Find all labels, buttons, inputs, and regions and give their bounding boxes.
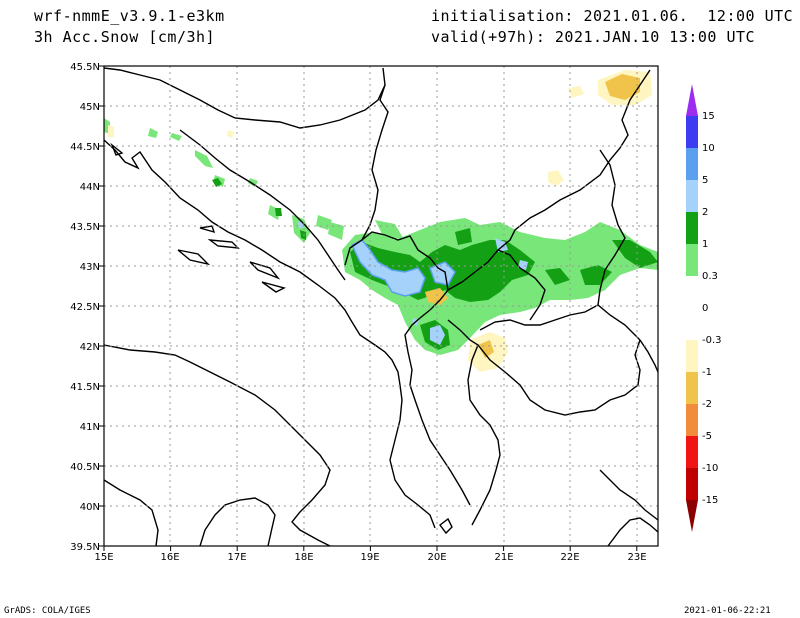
map-area: [99, 65, 659, 551]
border-greece-north: [599, 469, 659, 521]
coast-corfu: [439, 517, 453, 535]
latitude-labels: 45.5N 45N 44.5N 44N 43.5N 43N 42.5N 42N …: [70, 62, 100, 553]
border-serbia-montenegro: [361, 231, 449, 311]
longitude-labels: 15E 16E 17E 18E 19E 20E 21E 22E 23E: [94, 552, 646, 563]
lon-label: 18E: [294, 552, 313, 563]
lat-label: 39.5N: [70, 542, 100, 553]
title-initialisation: initialisation: 2021.01.06. 12:00 UTC: [431, 7, 794, 25]
lat-label: 41.5N: [70, 382, 100, 393]
lat-label: 41N: [80, 422, 100, 433]
legend-color-box: [686, 340, 698, 372]
legend-color-box: [686, 404, 698, 436]
legend-color-box: [686, 372, 698, 404]
border-kosovo: [447, 249, 546, 321]
axis-ticks: [99, 65, 638, 551]
border-albania-east: [447, 319, 501, 526]
legend-label: 0.3: [702, 271, 718, 282]
snow-area-light-blue: [298, 222, 528, 345]
grid-lines: [104, 66, 658, 546]
legend-color-box: [686, 84, 698, 116]
legend-color-box: [686, 212, 698, 244]
legend-color-box: [686, 148, 698, 180]
lat-label: 40N: [80, 502, 100, 513]
legend-label: -15: [702, 495, 718, 506]
lon-label: 22E: [560, 552, 579, 563]
border-macedonia: [479, 304, 641, 341]
legend-label: -2: [702, 399, 712, 410]
coastlines-borders: [103, 67, 659, 547]
legend-color-box: [686, 276, 698, 308]
legend-color-box: [686, 500, 698, 532]
lat-label: 44N: [80, 182, 100, 193]
border-croatia-bosnia: [103, 67, 386, 129]
footer-timestamp: 2021-01-06-22:21: [684, 606, 771, 616]
lat-label: 45.5N: [70, 62, 100, 73]
lat-label: 43N: [80, 262, 100, 273]
lat-label: 44.5N: [70, 142, 100, 153]
italy-coastline: [103, 344, 331, 547]
lat-label: 43.5N: [70, 222, 100, 233]
legend-label: -0.3: [702, 335, 722, 346]
lon-label: 15E: [94, 552, 113, 563]
border-macedonia-greece: [477, 339, 641, 416]
border-bosnia-south: [179, 129, 346, 281]
legend-color-box: [686, 244, 698, 276]
lat-label: 45N: [80, 102, 100, 113]
color-bar-legend: 15 10 5 2 1 0.3 0 -0.3 -1 -2 -5 -10 -15: [686, 84, 722, 532]
italy-heel-coastline: [103, 479, 159, 547]
lon-label: 19E: [360, 552, 379, 563]
legend-label: -10: [702, 463, 718, 474]
lon-label: 17E: [227, 552, 246, 563]
legend-labels: 15 10 5 2 1 0.3 0 -0.3 -1 -2 -5 -10 -15: [702, 111, 722, 506]
border-serbia-bulgaria: [597, 149, 626, 306]
lon-label: 21E: [494, 552, 513, 563]
legend-label: 5: [702, 175, 708, 186]
lat-label: 40.5N: [70, 462, 100, 473]
legend-color-boxes: [686, 84, 698, 532]
legend-label: 2: [702, 207, 708, 218]
title-valid-time: valid(+97h): 2021.JAN.10 13:00 UTC: [431, 28, 756, 46]
legend-color-box: [686, 436, 698, 468]
coast-greece: [607, 517, 659, 547]
adriatic-east-coastline: [103, 139, 436, 529]
lat-label: 42N: [80, 342, 100, 353]
legend-label: 1: [702, 239, 708, 250]
legend-label: -1: [702, 367, 712, 378]
legend-color-box: [686, 308, 698, 340]
legend-label: 10: [702, 143, 715, 154]
legend-color-box: [686, 116, 698, 148]
legend-color-box: [686, 180, 698, 212]
snow-area-light-green: [104, 118, 403, 243]
title-model: wrf-nmmE_v3.9.1-e3km: [34, 7, 225, 25]
legend-label: 15: [702, 111, 715, 122]
lat-label: 42.5N: [70, 302, 100, 313]
lon-label: 20E: [427, 552, 446, 563]
lon-label: 16E: [160, 552, 179, 563]
italy-boot-coastline: [199, 497, 276, 547]
border-bosnia-east: [344, 84, 389, 266]
adriatic-islands: [110, 142, 286, 293]
legend-label: 0: [702, 303, 708, 314]
legend-color-box: [686, 468, 698, 500]
footer-credit: GrADS: COLA/IGES: [4, 606, 91, 616]
snow-area-blue: [351, 239, 456, 297]
border-albania: [404, 309, 471, 506]
lon-label: 23E: [627, 552, 646, 563]
legend-label: -5: [702, 431, 712, 442]
title-variable: 3h Acc.Snow [cm/3h]: [34, 28, 216, 46]
